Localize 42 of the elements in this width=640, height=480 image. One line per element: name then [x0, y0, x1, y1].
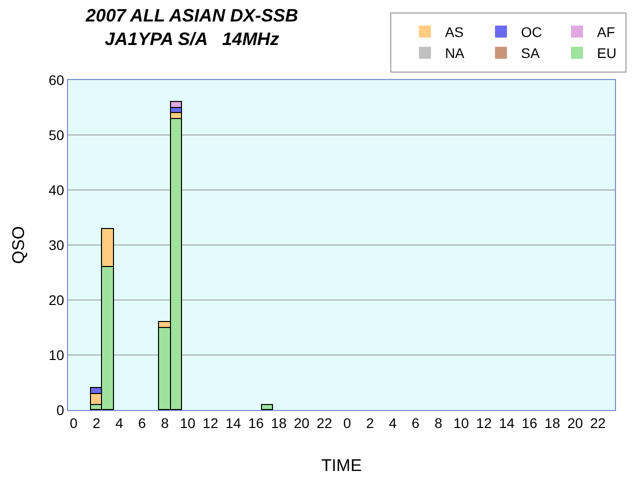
x-tick-label: 8 [160, 414, 169, 431]
x-tick-label: 8 [434, 414, 442, 431]
chart-title: 2007 ALL ASIAN DX-SSB [84, 6, 298, 26]
legend-label: AF [597, 24, 615, 40]
x-tick-label: 2 [92, 414, 101, 431]
x-tick-label: 4 [388, 414, 397, 431]
x-tick-label: 16 [522, 414, 538, 431]
x-tick-label: 16 [248, 414, 264, 431]
x-tick-label: 0 [343, 414, 352, 431]
y-tick-label: 0 [56, 402, 64, 418]
x-tick-label: 22 [590, 414, 606, 431]
x-tick-label: 0 [70, 414, 78, 431]
x-tick-label: 18 [544, 414, 560, 431]
y-tick-label: 30 [48, 236, 64, 253]
legend-label: NA [444, 45, 466, 62]
x-tick-label: 18 [271, 414, 287, 431]
x-tick-label: 12 [202, 414, 218, 431]
legend-label: SA [520, 45, 540, 62]
y-tick-label: 20 [48, 292, 64, 308]
x-tick-label: 14 [225, 414, 242, 431]
x-tick-label: 10 [180, 414, 196, 431]
x-tick-label: 6 [138, 414, 146, 431]
x-tick-label: 22 [316, 414, 332, 431]
y-tick-label: 50 [48, 126, 64, 143]
chart-subtitle: JA1YPA S/A 14MHz [104, 29, 280, 49]
x-tick-label: 10 [453, 414, 470, 431]
x-tick-label: 20 [567, 414, 584, 431]
legend-label: OC [520, 24, 542, 40]
y-axis-title: QSO [9, 226, 28, 264]
y-tick-label: 60 [48, 72, 64, 88]
legend-label: EU [597, 45, 616, 62]
x-tick-label: 12 [476, 414, 492, 431]
x-tick-label: 2 [366, 414, 374, 431]
x-axis-title: TIME [321, 456, 362, 475]
x-tick-label: 14 [498, 414, 515, 431]
legend-label: AS [444, 24, 464, 40]
x-tick-label: 6 [412, 414, 420, 431]
y-tick-label: 10 [48, 346, 64, 363]
x-tick-label: 4 [115, 414, 124, 431]
bar [261, 404, 273, 410]
x-tick-label: 20 [294, 414, 310, 431]
y-tick-label: 40 [48, 182, 64, 198]
